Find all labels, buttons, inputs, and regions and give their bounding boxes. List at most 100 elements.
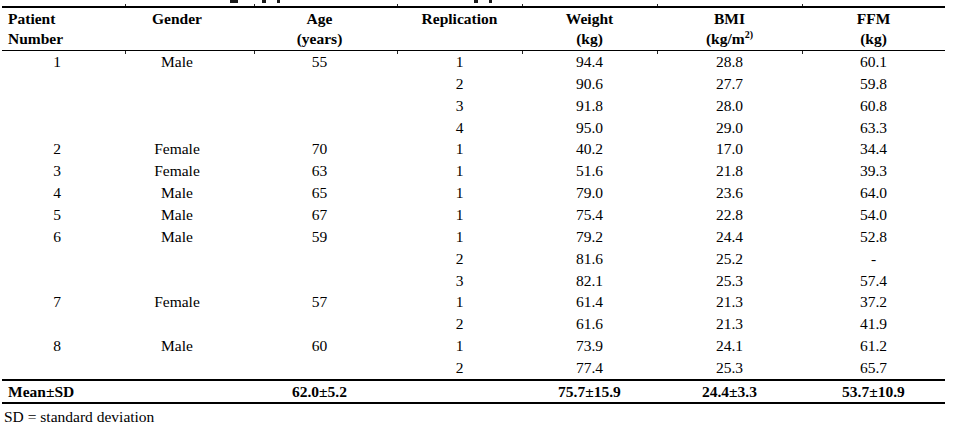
table-row: 7 Female 57 1 61.4 21.3 37.2 bbox=[2, 291, 945, 313]
cell-gender bbox=[112, 270, 242, 292]
summary-age: 62.0±5.2 bbox=[242, 380, 397, 404]
table-row: 4 Male 65 1 79.0 23.6 64.0 bbox=[2, 182, 945, 204]
cell-weight: 77.4 bbox=[522, 357, 657, 380]
cell-gender: Female bbox=[112, 138, 242, 160]
cell-ffm: 37.2 bbox=[802, 291, 945, 313]
table-row: 1 Male 55 1 94.4 28.8 60.1 bbox=[2, 51, 945, 73]
bmi-unit-superscript: 2) bbox=[745, 29, 753, 40]
cell-replication: 4 bbox=[397, 117, 522, 139]
cell-bmi: 28.8 bbox=[657, 51, 802, 73]
cell-weight: 81.6 bbox=[522, 248, 657, 270]
cell-replication: 1 bbox=[397, 51, 522, 73]
cell-bmi: 25.3 bbox=[657, 270, 802, 292]
table-row: 3 82.1 25.3 57.4 bbox=[2, 270, 945, 292]
cell-patient-number: 4 bbox=[2, 182, 112, 204]
cell-replication: 2 bbox=[397, 313, 522, 335]
cell-gender bbox=[112, 313, 242, 335]
cell-weight: 61.4 bbox=[522, 291, 657, 313]
clipped-caption-fragment bbox=[489, 0, 492, 3]
cell-ffm: 63.3 bbox=[802, 117, 945, 139]
cell-age bbox=[242, 95, 397, 117]
table-footnote: SD = standard deviation bbox=[4, 407, 154, 427]
cell-replication: 2 bbox=[397, 73, 522, 95]
cell-replication: 1 bbox=[397, 160, 522, 182]
clipped-caption-fragment bbox=[230, 0, 238, 3]
cell-gender bbox=[112, 248, 242, 270]
cell-replication: 1 bbox=[397, 291, 522, 313]
header-line1: Age bbox=[307, 10, 333, 27]
cell-ffm: 60.8 bbox=[802, 95, 945, 117]
cell-ffm: 52.8 bbox=[802, 226, 945, 248]
cell-age bbox=[242, 117, 397, 139]
table-row: 4 95.0 29.0 63.3 bbox=[2, 117, 945, 139]
table-row: 5 Male 67 1 75.4 22.8 54.0 bbox=[2, 204, 945, 226]
cell-age: 67 bbox=[242, 204, 397, 226]
patient-demographics-table: Patient Number Gender Age (years) Replic… bbox=[2, 6, 945, 404]
table-row: 2 90.6 27.7 59.8 bbox=[2, 73, 945, 95]
clipped-caption-fragment bbox=[474, 0, 478, 3]
cell-ffm: 60.1 bbox=[802, 51, 945, 73]
cell-gender: Male bbox=[112, 335, 242, 357]
cell-patient-number: 5 bbox=[2, 204, 112, 226]
summary-weight: 75.7±15.9 bbox=[522, 380, 657, 404]
table-row: 2 61.6 21.3 41.9 bbox=[2, 313, 945, 335]
column-header-patient-number: Patient Number bbox=[2, 7, 112, 51]
cell-bmi: 25.3 bbox=[657, 357, 802, 380]
summary-row: Mean±SD 62.0±5.2 75.7±15.9 24.4±3.3 53.7… bbox=[2, 380, 945, 404]
cell-weight: 94.4 bbox=[522, 51, 657, 73]
cell-age bbox=[242, 313, 397, 335]
cell-bmi: 25.2 bbox=[657, 248, 802, 270]
table-body: 1 Male 55 1 94.4 28.8 60.1 2 90.6 27.7 5… bbox=[2, 51, 945, 380]
cell-ffm: 64.0 bbox=[802, 182, 945, 204]
cell-replication: 3 bbox=[397, 270, 522, 292]
cell-weight: 95.0 bbox=[522, 117, 657, 139]
table-row: 8 Male 60 1 73.9 24.1 61.2 bbox=[2, 335, 945, 357]
cell-replication: 1 bbox=[397, 226, 522, 248]
cell-patient-number bbox=[2, 95, 112, 117]
cell-weight: 82.1 bbox=[522, 270, 657, 292]
cell-bmi: 17.0 bbox=[657, 138, 802, 160]
header-row: Patient Number Gender Age (years) Replic… bbox=[2, 7, 945, 51]
cell-ffm: 59.8 bbox=[802, 73, 945, 95]
table-row: 2 77.4 25.3 65.7 bbox=[2, 357, 945, 380]
column-header-bmi: BMI (kg/m2) bbox=[657, 7, 802, 51]
cell-bmi: 22.8 bbox=[657, 204, 802, 226]
cell-gender: Female bbox=[112, 291, 242, 313]
cell-replication: 1 bbox=[397, 335, 522, 357]
cell-patient-number bbox=[2, 357, 112, 380]
cell-age: 70 bbox=[242, 138, 397, 160]
clipped-caption-fragment bbox=[262, 0, 266, 3]
summary-gender bbox=[112, 380, 242, 404]
cell-ffm: 61.2 bbox=[802, 335, 945, 357]
table-row: 2 Female 70 1 40.2 17.0 34.4 bbox=[2, 138, 945, 160]
cell-gender: Male bbox=[112, 182, 242, 204]
column-header-gender: Gender bbox=[112, 7, 242, 51]
cell-weight: 90.6 bbox=[522, 73, 657, 95]
cell-ffm: 34.4 bbox=[802, 138, 945, 160]
column-header-weight: Weight (kg) bbox=[522, 7, 657, 51]
cell-replication: 2 bbox=[397, 248, 522, 270]
cell-bmi: 21.8 bbox=[657, 160, 802, 182]
cell-gender bbox=[112, 95, 242, 117]
table-row: 3 Female 63 1 51.6 21.8 39.3 bbox=[2, 160, 945, 182]
clipped-caption-fragment bbox=[277, 0, 280, 3]
cell-gender: Female bbox=[112, 160, 242, 182]
header-line1: BMI bbox=[714, 10, 745, 27]
cell-ffm: 39.3 bbox=[802, 160, 945, 182]
header-line1: Weight bbox=[566, 10, 613, 27]
cell-gender bbox=[112, 117, 242, 139]
header-line1: FFM bbox=[857, 10, 891, 27]
cell-weight: 61.6 bbox=[522, 313, 657, 335]
cell-replication: 3 bbox=[397, 95, 522, 117]
cell-age: 55 bbox=[242, 51, 397, 73]
cell-bmi: 24.4 bbox=[657, 226, 802, 248]
cell-bmi: 27.7 bbox=[657, 73, 802, 95]
cell-ffm: 54.0 bbox=[802, 204, 945, 226]
cell-patient-number: 8 bbox=[2, 335, 112, 357]
header-line2: (years) bbox=[297, 30, 343, 47]
summary-bmi: 24.4±3.3 bbox=[657, 380, 802, 404]
page: Patient Number Gender Age (years) Replic… bbox=[0, 0, 962, 427]
cell-bmi: 21.3 bbox=[657, 291, 802, 313]
cell-bmi: 24.1 bbox=[657, 335, 802, 357]
cell-weight: 51.6 bbox=[522, 160, 657, 182]
